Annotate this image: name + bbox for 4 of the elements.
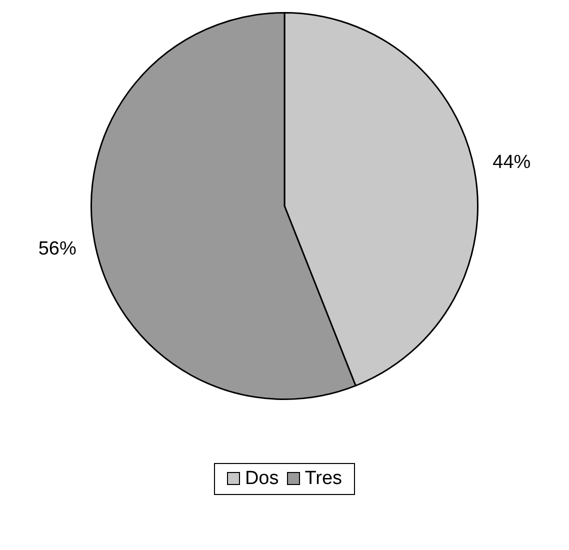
legend-label: Dos: [244, 468, 279, 490]
legend-label: Tres: [304, 468, 342, 490]
data-label: 56%: [38, 238, 76, 260]
data-label: 44%: [492, 152, 531, 173]
